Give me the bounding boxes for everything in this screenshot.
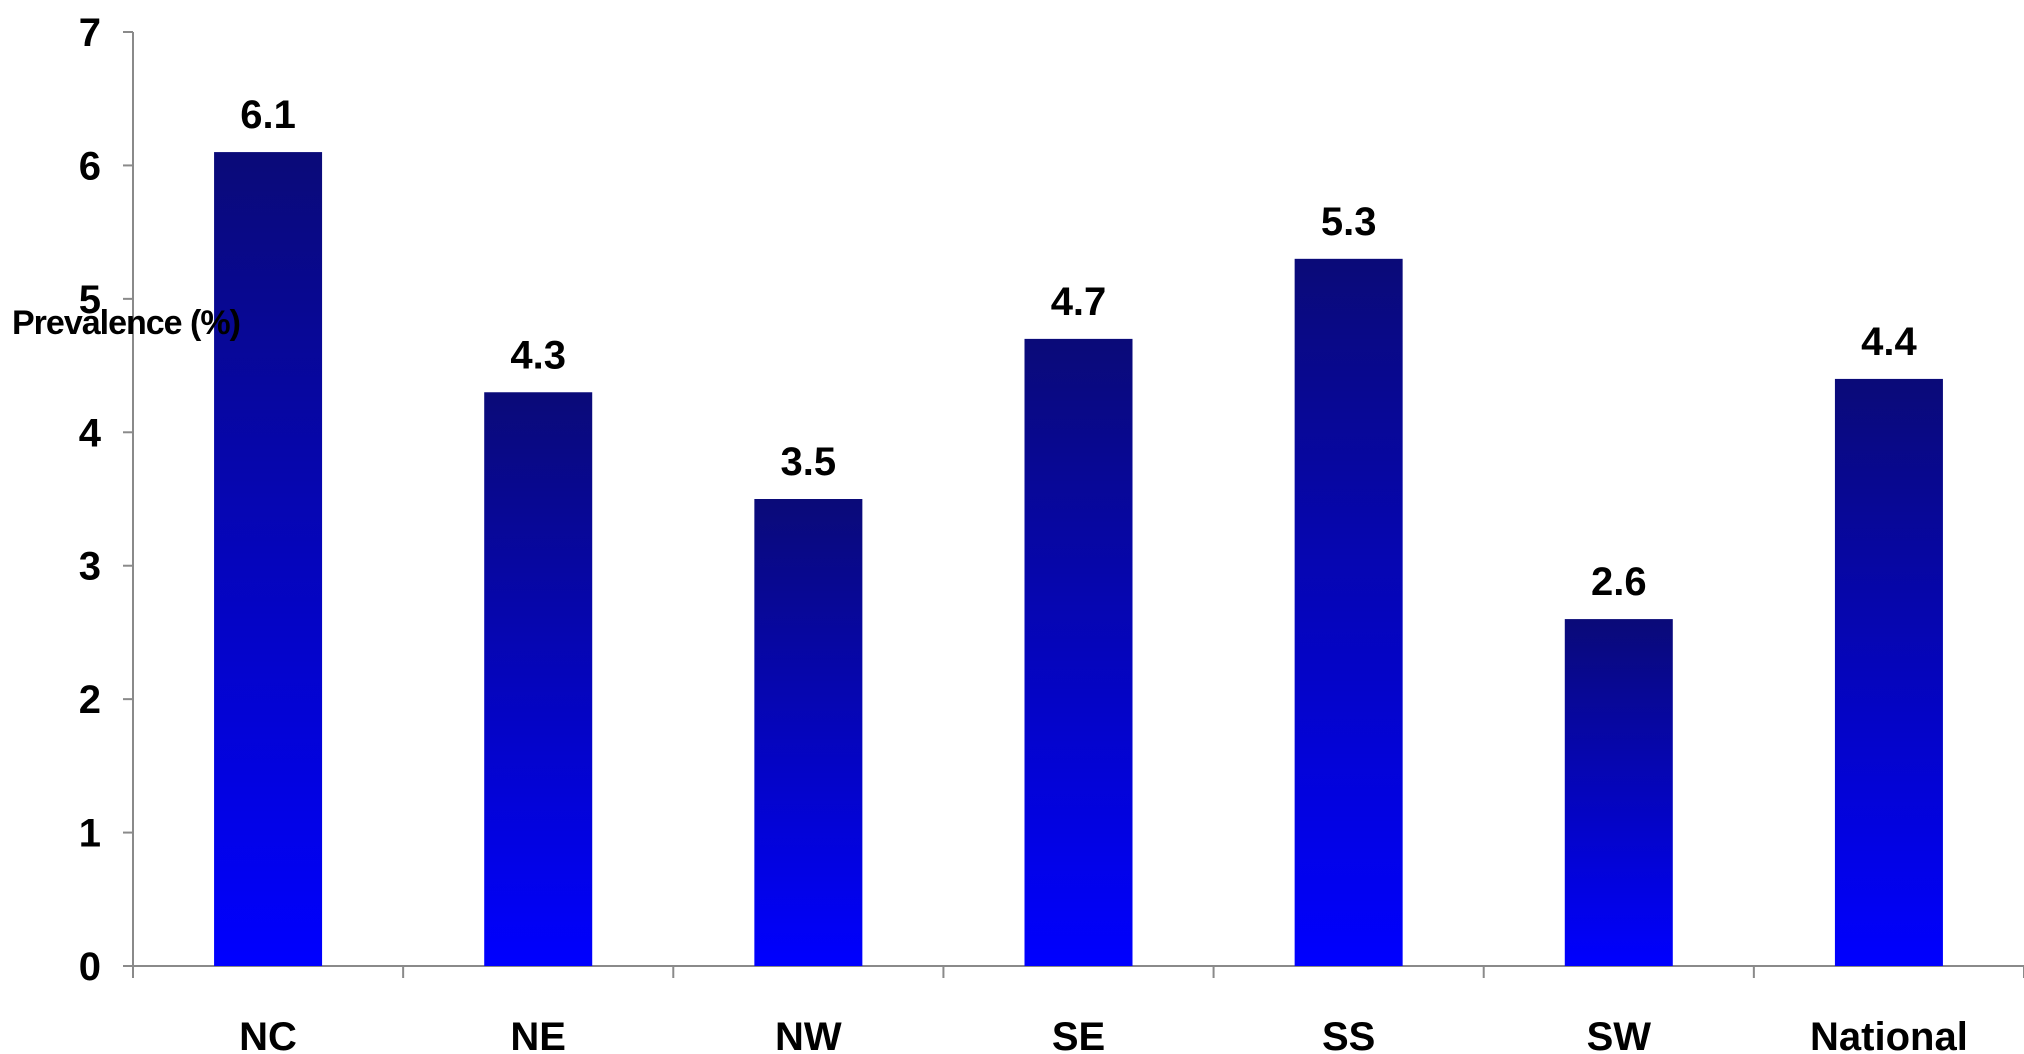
bars bbox=[214, 152, 1943, 967]
y-tick-label: 5 bbox=[79, 278, 101, 322]
y-tick-label: 3 bbox=[79, 545, 101, 589]
y-tick-label: 1 bbox=[79, 812, 101, 856]
data-label-national: 4.4 bbox=[1861, 320, 1917, 364]
data-label-nw: 3.5 bbox=[781, 440, 837, 484]
x-tick-label-nc: NC bbox=[239, 1015, 297, 1054]
y-tick-label: 6 bbox=[79, 144, 101, 188]
y-axis-title: Prevalence (%) bbox=[12, 304, 240, 342]
x-tick-label-nw: NW bbox=[775, 1015, 842, 1054]
y-tick-label: 2 bbox=[79, 678, 101, 722]
labels: 0 1 2 3 4 5 6 7 6.1 NC 4.3 NE 3.5 NW 4.7 SE 5.3 SS 2.6 SW 4.… bbox=[79, 11, 1968, 1054]
bar-national bbox=[1834, 378, 1943, 966]
bar-ss bbox=[1294, 258, 1403, 966]
bar-nw bbox=[754, 499, 863, 966]
y-tick-label: 7 bbox=[79, 11, 101, 55]
x-tick-label-national: National bbox=[1810, 1015, 1968, 1054]
y-tick-label: 0 bbox=[79, 945, 101, 989]
data-label-ne: 4.3 bbox=[510, 333, 566, 377]
bar-sw bbox=[1564, 619, 1673, 966]
x-tick-label-se: SE bbox=[1052, 1015, 1105, 1054]
y-tick-label: 4 bbox=[79, 411, 102, 455]
x-tick-label-ne: NE bbox=[510, 1015, 566, 1054]
data-label-se: 4.7 bbox=[1051, 280, 1107, 324]
bar-ne bbox=[484, 392, 593, 966]
data-label-sw: 2.6 bbox=[1591, 560, 1647, 604]
x-tick-label-ss: SS bbox=[1322, 1015, 1375, 1054]
bar-se bbox=[1024, 338, 1133, 966]
data-label-ss: 5.3 bbox=[1321, 200, 1377, 244]
bar-nc bbox=[214, 152, 323, 967]
data-label-nc: 6.1 bbox=[240, 93, 296, 137]
x-tick-label-sw: SW bbox=[1587, 1015, 1652, 1054]
